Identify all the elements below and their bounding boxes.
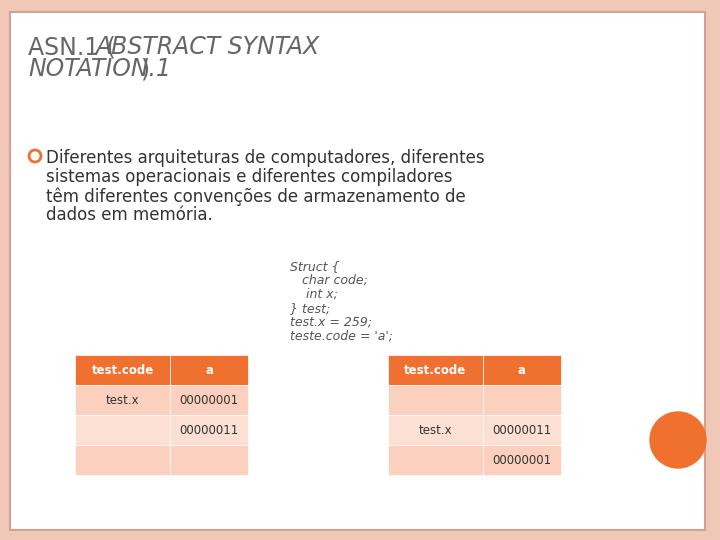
FancyBboxPatch shape <box>388 445 483 475</box>
Text: 00000001: 00000001 <box>492 454 552 467</box>
FancyBboxPatch shape <box>75 445 170 475</box>
Text: têm diferentes convenções de armazenamento de: têm diferentes convenções de armazenamen… <box>46 187 466 206</box>
FancyBboxPatch shape <box>75 385 170 415</box>
FancyBboxPatch shape <box>170 355 248 385</box>
FancyBboxPatch shape <box>483 415 561 445</box>
Text: } test;: } test; <box>290 302 330 315</box>
Text: ABSTRACT SYNTAX: ABSTRACT SYNTAX <box>95 35 319 59</box>
FancyBboxPatch shape <box>483 385 561 415</box>
FancyBboxPatch shape <box>388 355 483 385</box>
Text: char code;: char code; <box>290 274 368 287</box>
Text: dados em memória.: dados em memória. <box>46 206 212 224</box>
Text: test.code: test.code <box>91 363 153 376</box>
Circle shape <box>650 412 706 468</box>
FancyBboxPatch shape <box>483 445 561 475</box>
FancyBboxPatch shape <box>483 355 561 385</box>
Text: test.code: test.code <box>405 363 467 376</box>
Text: 00000011: 00000011 <box>179 423 238 436</box>
Text: test.x: test.x <box>106 394 139 407</box>
Text: 00000011: 00000011 <box>492 423 552 436</box>
FancyBboxPatch shape <box>170 385 248 415</box>
FancyBboxPatch shape <box>388 385 483 415</box>
FancyBboxPatch shape <box>170 415 248 445</box>
Text: int x;: int x; <box>290 288 338 301</box>
Text: test.x = 259;: test.x = 259; <box>290 316 372 329</box>
Text: Struct {: Struct { <box>290 260 340 273</box>
FancyBboxPatch shape <box>75 355 170 385</box>
Text: a: a <box>205 363 213 376</box>
Text: Diferentes arquiteturas de computadores, diferentes: Diferentes arquiteturas de computadores,… <box>46 149 485 167</box>
Text: sistemas operacionais e diferentes compiladores: sistemas operacionais e diferentes compi… <box>46 168 452 186</box>
Text: NOTATION.1: NOTATION.1 <box>28 57 171 81</box>
FancyBboxPatch shape <box>75 415 170 445</box>
Text: ASN.1 (: ASN.1 ( <box>28 35 116 59</box>
Text: 00000001: 00000001 <box>179 394 238 407</box>
FancyBboxPatch shape <box>170 445 248 475</box>
Text: test.x: test.x <box>419 423 452 436</box>
Text: ): ) <box>140 57 149 81</box>
FancyBboxPatch shape <box>388 415 483 445</box>
Text: teste.code = 'a';: teste.code = 'a'; <box>290 330 393 343</box>
Text: a: a <box>518 363 526 376</box>
FancyBboxPatch shape <box>10 12 705 530</box>
